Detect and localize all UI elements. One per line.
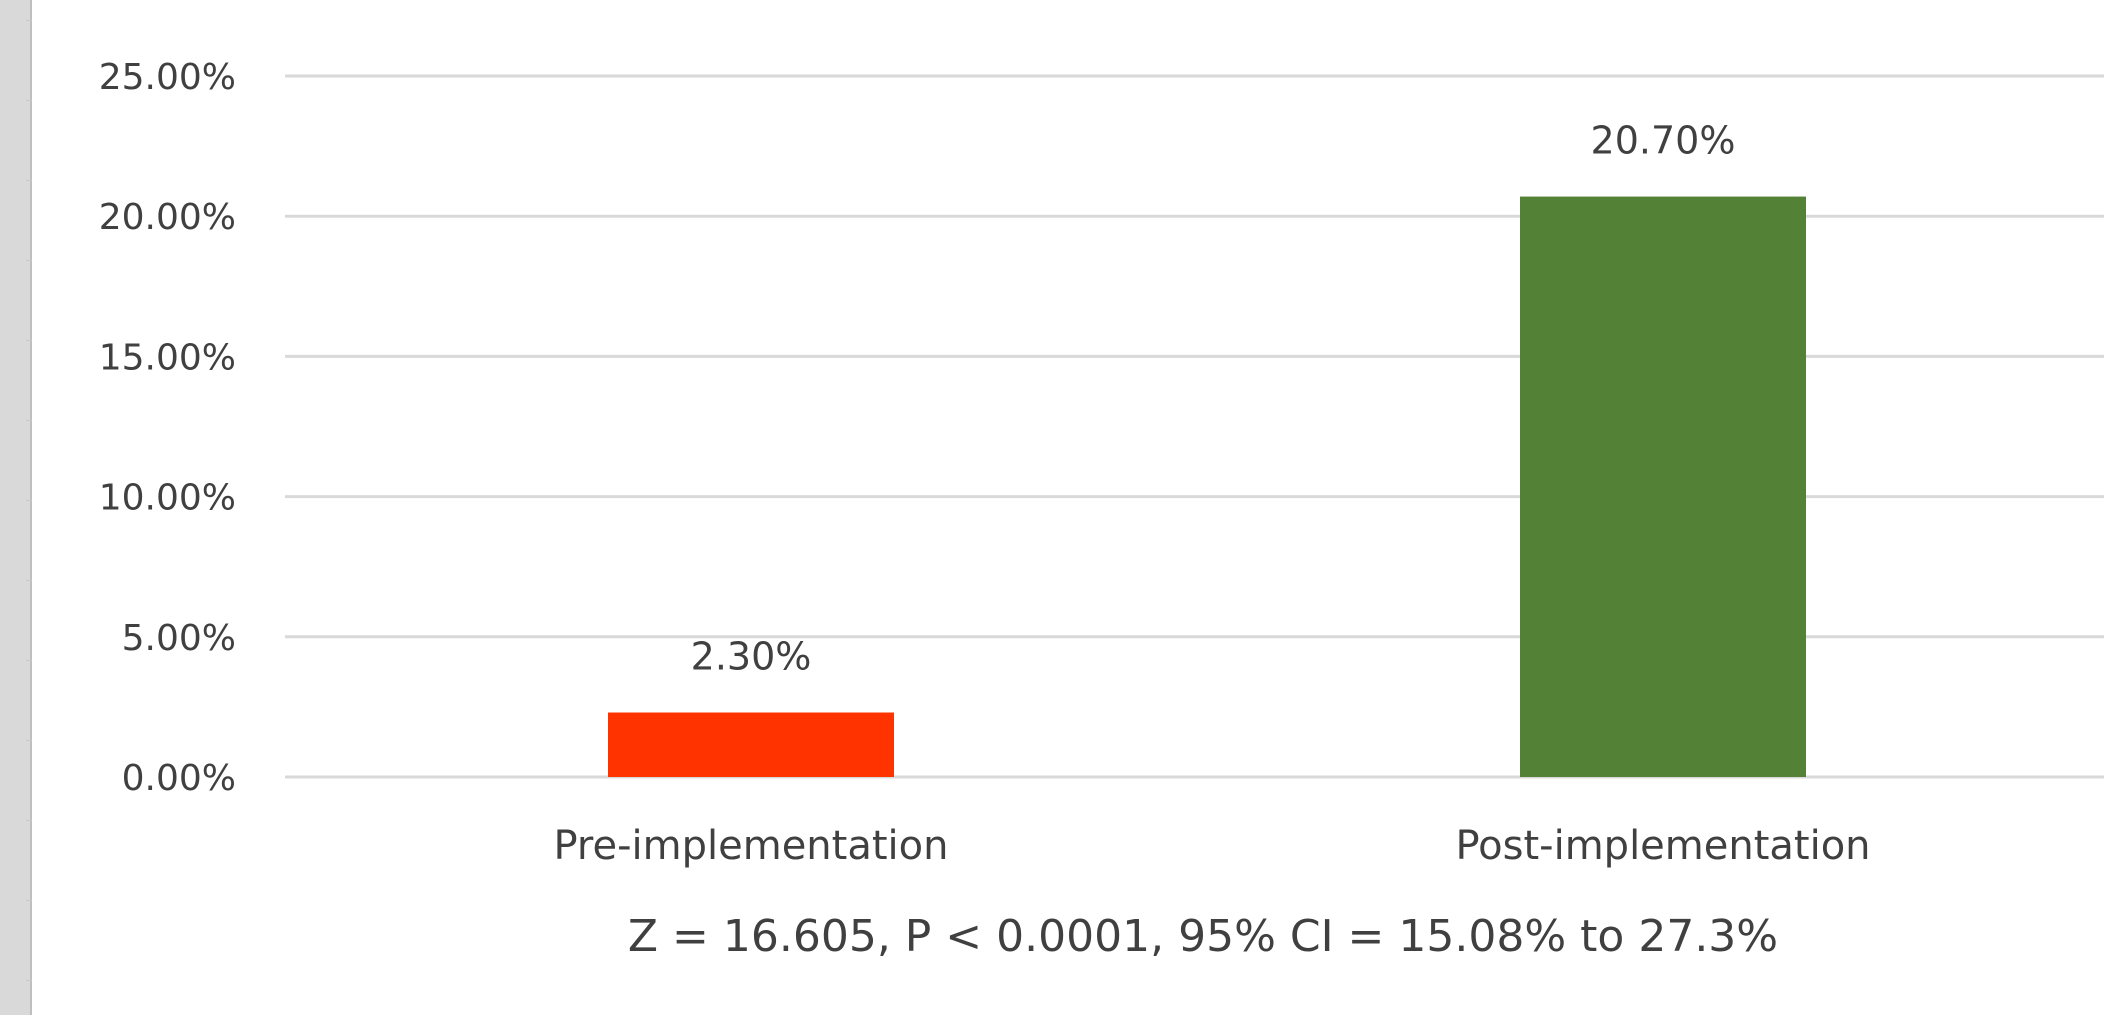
frame-tick — [26, 100, 32, 101]
x-tick-label: Post-implementation — [1455, 823, 1870, 869]
data-label: 2.30% — [691, 635, 812, 679]
frame-tick — [26, 340, 32, 341]
y-tick-label: 25.00% — [99, 57, 236, 98]
statistics-annotation: Z = 16.605, P < 0.0001, 95% CI = 15.08% … — [628, 911, 1778, 962]
bar — [608, 712, 894, 777]
frame-tick — [26, 820, 32, 821]
frame-tick — [26, 20, 32, 21]
frame-tick — [26, 180, 32, 181]
frame-tick — [26, 740, 32, 741]
bar — [1520, 196, 1806, 777]
frame-tick — [26, 420, 32, 421]
y-tick-label: 20.00% — [99, 197, 236, 238]
window-left-frame — [0, 0, 32, 1015]
y-tick-label: 15.00% — [99, 337, 236, 378]
y-tick-label: 0.00% — [122, 758, 236, 799]
frame-tick — [26, 660, 32, 661]
frame-tick — [26, 900, 32, 901]
y-tick-label: 5.00% — [122, 618, 236, 659]
y-tick-label: 10.00% — [99, 478, 236, 519]
frame-tick — [26, 980, 32, 981]
frame-tick — [26, 580, 32, 581]
frame-tick — [26, 260, 32, 261]
data-label: 20.70% — [1591, 119, 1736, 163]
x-tick-label: Pre-implementation — [554, 823, 949, 869]
frame-tick — [26, 500, 32, 501]
